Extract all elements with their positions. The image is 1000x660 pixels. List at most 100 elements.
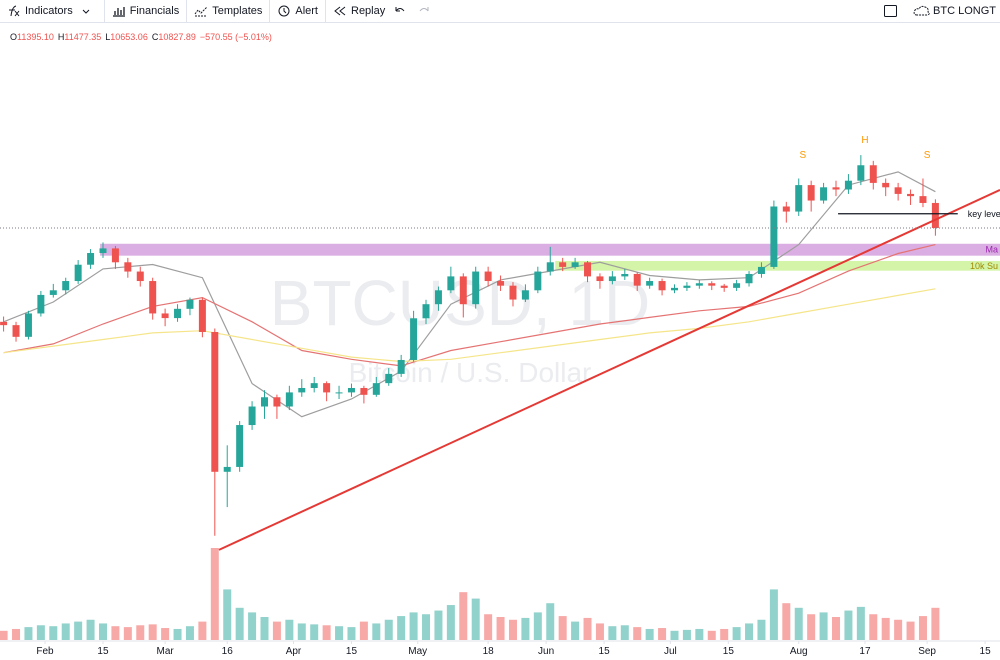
pattern-label: S [800, 150, 807, 161]
moving-average [3, 288, 936, 363]
legend-value: 10653.06 [110, 32, 148, 42]
x-tick-label: 15 [346, 646, 358, 657]
candle-body [0, 321, 8, 326]
volume-bar [248, 612, 257, 640]
candle-body [571, 262, 579, 267]
candle-body [223, 466, 231, 472]
volume-bar [185, 626, 194, 640]
layout-name[interactable]: BTC LONGT [933, 5, 996, 17]
indicators-button[interactable]: Indicators [0, 0, 105, 22]
legend-label: L [105, 32, 110, 42]
candle-body [447, 276, 455, 291]
volume-bar [745, 623, 754, 640]
volume-bar [422, 614, 431, 640]
toolbar-label: Replay [351, 5, 386, 17]
candle-body [161, 313, 169, 319]
cloud-icon [913, 5, 930, 16]
volume-bar [782, 603, 791, 640]
candle-body [633, 273, 641, 286]
candle-body [434, 290, 442, 305]
candle-body [124, 262, 132, 272]
candle-body [186, 299, 194, 309]
volume-bar [546, 603, 555, 640]
x-tick-label: Aug [790, 646, 808, 657]
undo-redo[interactable] [392, 4, 432, 18]
volume-bar [409, 612, 418, 640]
volume-bar [111, 626, 120, 640]
candle-body [919, 196, 927, 203]
candle-body [360, 387, 368, 395]
candle-body [857, 165, 865, 181]
candle-body [347, 387, 355, 393]
x-tick-label: Feb [36, 646, 54, 657]
candle-body [472, 271, 480, 305]
icon [278, 5, 290, 17]
candle-body [335, 392, 343, 394]
x-tick-label: Jun [538, 646, 554, 657]
candle-body [24, 313, 32, 337]
alert-button[interactable]: Alert [270, 0, 326, 22]
volume-bar [757, 619, 766, 640]
volume-bar [682, 629, 691, 640]
candle-body [745, 273, 753, 284]
candle-body [484, 271, 492, 282]
candle-body [372, 383, 380, 395]
candle-body [608, 276, 616, 282]
candle-body [261, 397, 269, 407]
volume-bar [310, 624, 319, 640]
volume-bar [372, 623, 381, 640]
volume-bar [322, 625, 331, 640]
candle-body [770, 206, 778, 267]
volume-bar [235, 607, 244, 640]
legend-label: H [58, 32, 65, 42]
candle-body [236, 425, 244, 467]
candle-body [820, 187, 828, 201]
volume-bar [670, 630, 679, 640]
legend-change: −570.55 (−5.01%) [200, 32, 272, 42]
volume-bar [620, 625, 629, 640]
candle-body [211, 331, 219, 472]
fullscreen-button[interactable] [883, 4, 899, 18]
candle-body [757, 266, 765, 274]
candle-body [695, 283, 703, 286]
x-tick-label: Apr [286, 646, 302, 657]
candle-body [931, 202, 939, 228]
templates-button[interactable]: Templates [187, 0, 271, 22]
volume-bar [595, 623, 604, 640]
candle-body [795, 185, 803, 212]
candle-body [397, 359, 405, 374]
volume-bar [645, 628, 654, 640]
candle-body [62, 281, 70, 291]
icon [82, 9, 90, 14]
legend-value: 10827.89 [158, 32, 196, 42]
volume-bar [521, 617, 530, 640]
volume-bar [359, 621, 368, 640]
volume-bar [533, 612, 542, 640]
icon [334, 6, 346, 16]
volume-bar [285, 619, 294, 640]
volume-bar [210, 548, 219, 640]
volume-bar [24, 627, 33, 640]
icon [194, 6, 208, 17]
volume-bar [894, 619, 903, 640]
volume-bar [223, 589, 232, 640]
candle-body [733, 283, 741, 288]
volume-bar [832, 617, 841, 640]
volume-bar [272, 621, 281, 640]
key-level-label: key leve [968, 209, 1000, 219]
financials-button[interactable]: Financials [105, 0, 188, 22]
volume-bar [397, 616, 406, 640]
x-tick-label: 17 [859, 646, 871, 657]
volume-bar [446, 605, 455, 640]
candle-body [87, 253, 95, 265]
candle-body [74, 264, 82, 282]
volume-bar [459, 592, 468, 640]
replay-button[interactable]: Replay [326, 0, 392, 22]
toolbar-label: Alert [295, 5, 318, 17]
volume-bar [384, 619, 393, 640]
volume-bar [508, 619, 517, 640]
candle-body [894, 187, 902, 194]
volume-bar [173, 628, 182, 640]
